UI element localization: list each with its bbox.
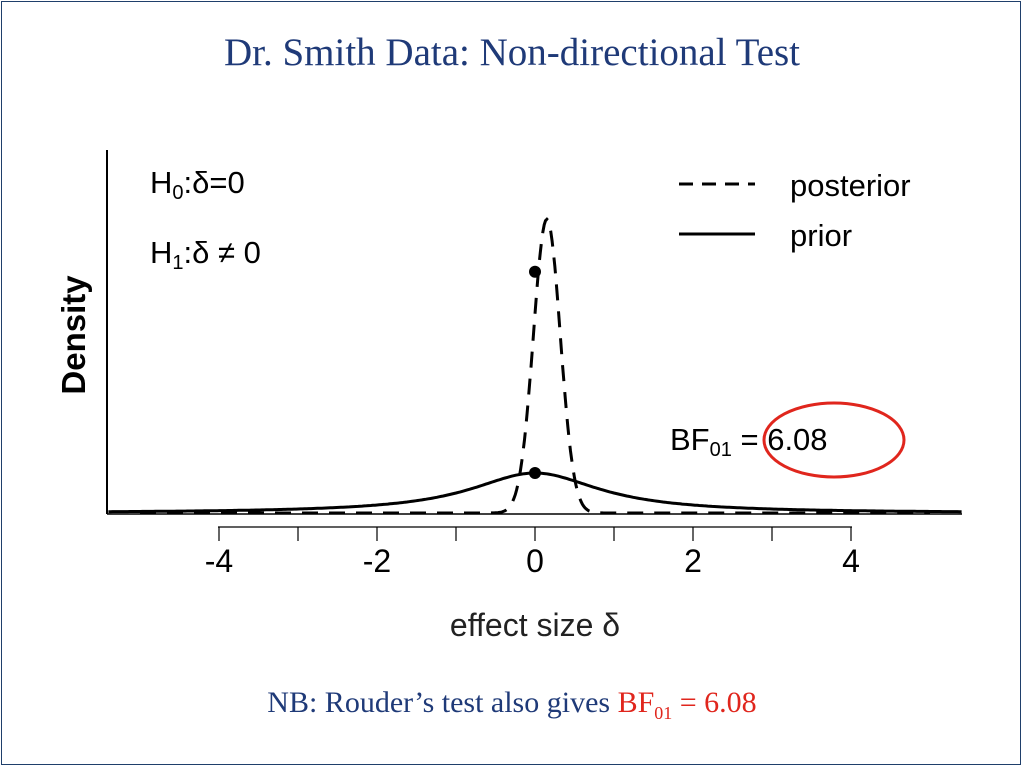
x-tick-label: 4 [842,543,860,579]
footnote-bf: BF01 = 6.08 [617,686,757,723]
zero-points [529,265,541,479]
x-tick-label: 0 [526,543,544,579]
x-ticks [218,527,852,541]
h0-label: H0:δ=0 [150,165,245,204]
legend-posterior-label: posterior [790,168,911,203]
footnote: NB: Rouder’s test also gives BF01 = 6.08 [0,686,1024,724]
h1-label: H1:δ ≠ 0 [150,235,261,274]
legend-prior-label: prior [790,218,852,253]
footnote-text: NB: Rouder’s test also gives [267,686,618,719]
legend: posterior prior [679,168,911,253]
bf-highlight-circle [762,401,906,479]
x-tick-label: 2 [684,543,702,579]
posterior-zero-point [529,265,541,278]
x-tick-label: -2 [363,543,391,579]
slide-title: Dr. Smith Data: Non-directional Test [223,31,801,74]
posterior-curve [140,217,930,515]
x-tick-label: -4 [205,543,233,579]
x-axis-label: effect size δ [450,607,620,643]
prior-zero-point [529,467,541,479]
bf-annotation: BF01 = 6.08 [670,422,828,461]
x-tick-labels: -4 -2 0 2 4 [205,543,860,579]
y-axis-label: Density [55,275,92,395]
